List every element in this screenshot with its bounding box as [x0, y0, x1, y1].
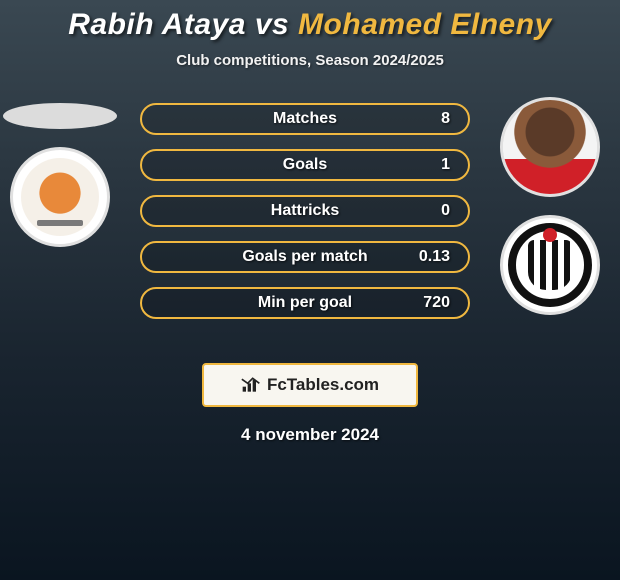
stat-label: Hattricks	[271, 202, 339, 220]
brand-prefix: Fc	[267, 375, 287, 394]
stat-label: Goals	[283, 156, 327, 174]
brand-suffix: Tables.com	[287, 375, 379, 394]
club-stripes-icon	[528, 240, 572, 290]
comparison-content: Matches 8 Goals 1 Hattricks 0 Goals per …	[0, 97, 620, 337]
player1-avatar	[3, 103, 117, 129]
bar-chart-icon	[241, 376, 261, 394]
stat-label: Matches	[273, 110, 337, 128]
subtitle: Club competitions, Season 2024/2025	[0, 52, 620, 69]
player2-portrait-icon	[503, 97, 597, 197]
ajman-club-icon	[21, 158, 99, 236]
vs-text: vs	[255, 8, 289, 41]
stat-value: 8	[441, 110, 450, 128]
player2-club-badge	[500, 215, 600, 315]
stat-bar: Min per goal 720	[140, 287, 470, 319]
stat-value: 1	[441, 156, 450, 174]
brand-text: FcTables.com	[267, 375, 379, 395]
player2-column	[490, 97, 610, 315]
player1-club-badge	[10, 147, 110, 247]
al-jazira-club-icon	[508, 223, 592, 307]
stat-bar: Matches 8	[140, 103, 470, 135]
stat-value: 720	[423, 294, 450, 312]
page-title: Rabih Ataya vs Mohamed Elneny	[0, 0, 620, 42]
date-text: 4 november 2024	[0, 425, 620, 445]
player2-name: Mohamed Elneny	[298, 8, 552, 41]
brand-badge: FcTables.com	[202, 363, 418, 407]
player2-avatar	[500, 97, 600, 197]
stats-bars: Matches 8 Goals 1 Hattricks 0 Goals per …	[140, 103, 470, 319]
stat-label: Goals per match	[242, 248, 367, 266]
stat-value: 0	[441, 202, 450, 220]
player1-name: Rabih Ataya	[68, 8, 246, 41]
stat-label: Min per goal	[258, 294, 352, 312]
stat-bar: Goals per match 0.13	[140, 241, 470, 273]
stat-value: 0.13	[419, 248, 450, 266]
stat-bar: Hattricks 0	[140, 195, 470, 227]
stat-bar: Goals 1	[140, 149, 470, 181]
player1-column	[0, 97, 120, 247]
